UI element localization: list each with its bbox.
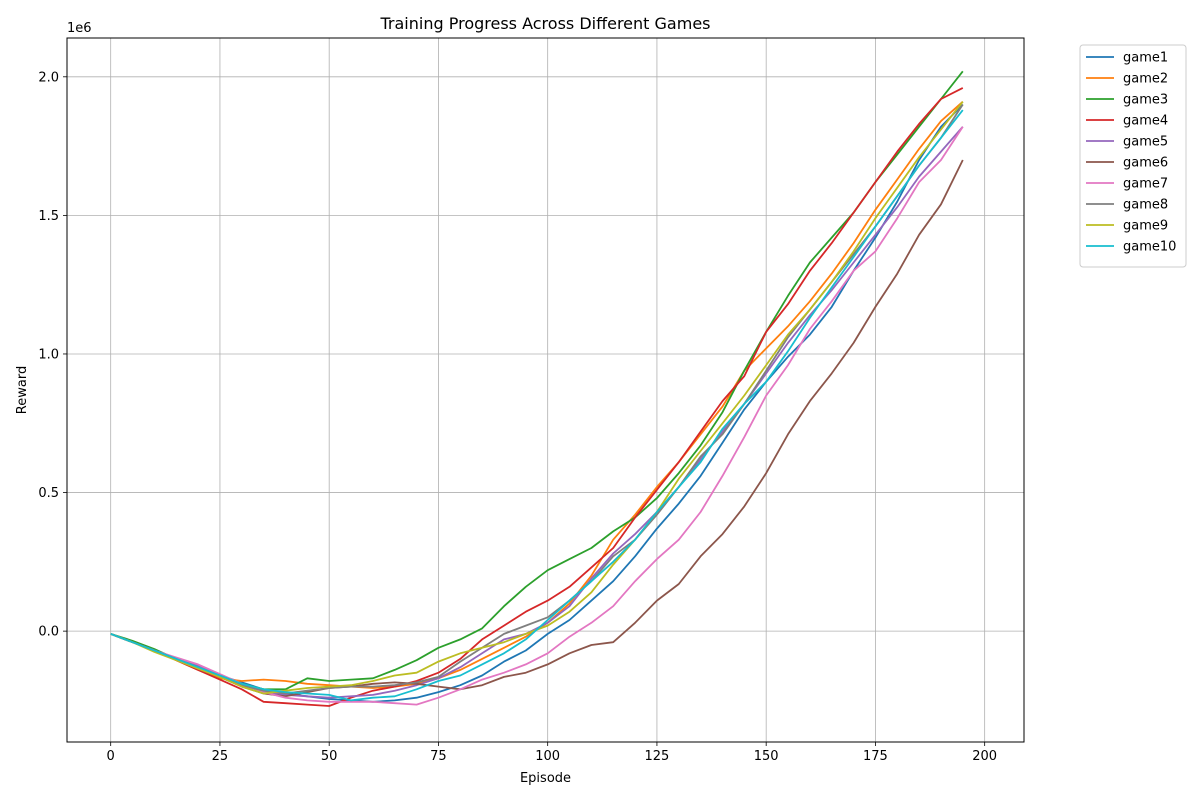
y-tick-label: 0.0 xyxy=(38,625,59,640)
legend: game1 game2 game3 game4 game5 game6 game7 game8… xyxy=(1079,44,1187,268)
legend-label-game6: game6 xyxy=(1123,156,1168,171)
legend-label-game1: game1 xyxy=(1123,51,1168,66)
legend-box xyxy=(1079,44,1187,268)
y-axis-offset-label: 1e6 xyxy=(67,21,92,36)
grid xyxy=(67,38,1024,742)
series-line-game10 xyxy=(110,109,964,702)
axis-ticks: 0 25 50 75 100 125 150 175 200 0.0 0.5 1.0 1.5 2.0 xyxy=(38,70,997,764)
y-tick-label: 1.5 xyxy=(38,209,59,224)
legend-label-game4: game4 xyxy=(1123,114,1168,129)
x-tick-label: 25 xyxy=(212,749,229,764)
legend-label-game10: game10 xyxy=(1123,240,1176,255)
plot-frame xyxy=(66,37,1025,743)
series-layer xyxy=(110,70,964,707)
x-tick-label: 50 xyxy=(321,749,338,764)
y-tick-label: 1.0 xyxy=(38,347,59,362)
x-tick-label: 150 xyxy=(754,749,779,764)
legend-label-game3: game3 xyxy=(1123,93,1168,108)
legend-label-game9: game9 xyxy=(1123,219,1168,234)
x-tick-label: 200 xyxy=(972,749,997,764)
legend-label-game5: game5 xyxy=(1123,135,1168,150)
y-tick-label: 2.0 xyxy=(38,70,59,85)
y-tick-label: 0.5 xyxy=(38,486,59,501)
x-tick-label: 100 xyxy=(535,749,560,764)
x-tick-label: 75 xyxy=(430,749,447,764)
x-tick-label: 0 xyxy=(107,749,115,764)
x-tick-label: 125 xyxy=(645,749,670,764)
chart-title: Training Progress Across Different Games xyxy=(380,14,711,33)
legend-label-game7: game7 xyxy=(1123,177,1168,192)
series-line-game4 xyxy=(110,87,964,707)
x-axis-label: Episode xyxy=(520,771,571,786)
y-axis-label: Reward xyxy=(15,366,30,414)
x-tick-label: 175 xyxy=(863,749,888,764)
legend-label-game8: game8 xyxy=(1123,198,1168,213)
legend-label-game2: game2 xyxy=(1123,72,1168,87)
